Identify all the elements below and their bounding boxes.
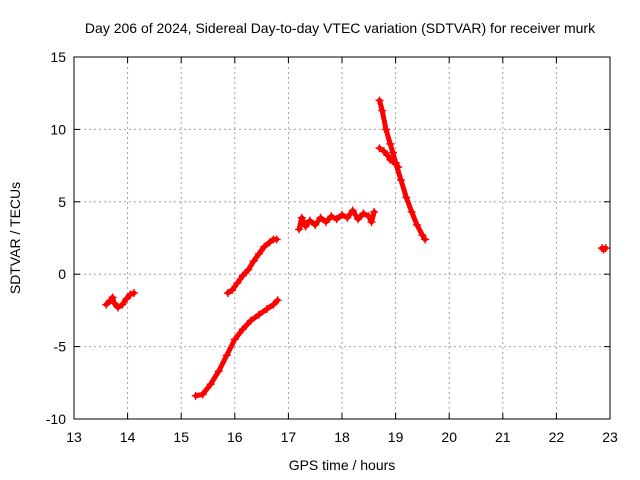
data-point (191, 391, 200, 400)
x-tick-label: 18 (334, 429, 350, 445)
data-point (301, 222, 310, 231)
y-tick-label: -10 (46, 411, 66, 427)
chart-ticks: 13 14 15 16 17 18 19 20 21 22 23 -10 -5 0 5 10 15 (46, 49, 618, 445)
data-point (354, 215, 363, 224)
y-tick-label: 10 (50, 121, 66, 137)
data-point (601, 244, 610, 253)
data-point (375, 96, 384, 105)
series-arc-1 (102, 289, 139, 312)
x-tick-label: 13 (66, 429, 82, 445)
data-point (244, 265, 253, 274)
plot-frame (73, 56, 611, 420)
data-point (254, 310, 263, 319)
data-point (246, 316, 255, 325)
data-point (407, 207, 416, 216)
data-point (359, 209, 368, 218)
y-tick-label: 0 (58, 266, 66, 282)
data-point (269, 300, 278, 309)
data-point (332, 215, 341, 224)
data-point (254, 249, 263, 258)
data-point (381, 125, 390, 134)
data-point (388, 148, 397, 157)
data-point (327, 212, 336, 221)
data-point (379, 147, 388, 156)
data-point (273, 296, 282, 305)
data-point (206, 380, 215, 389)
x-tick-label: 19 (388, 429, 404, 445)
data-point (386, 139, 395, 148)
data-point (118, 300, 127, 309)
data-point (222, 351, 231, 360)
series-arc-2 (191, 296, 282, 400)
data-point (321, 218, 330, 227)
data-point (418, 231, 427, 240)
x-tick-label: 21 (495, 429, 511, 445)
data-point (367, 218, 376, 227)
data-point (370, 207, 379, 216)
x-tick-label: 16 (227, 429, 243, 445)
x-tick-label: 22 (549, 429, 565, 445)
data-point (223, 289, 232, 298)
y-tick-label: 15 (50, 49, 66, 65)
series-arc-6 (375, 144, 403, 172)
chart-grid (74, 57, 610, 419)
data-point (421, 235, 430, 244)
data-point (108, 293, 117, 302)
data-point (402, 193, 411, 202)
data-point (383, 151, 392, 160)
x-tick-label: 20 (441, 429, 457, 445)
x-tick-label: 23 (602, 429, 618, 445)
data-point (230, 335, 239, 344)
data-point (305, 216, 314, 225)
data-point (130, 289, 139, 298)
data-point (233, 278, 242, 287)
data-point (413, 220, 422, 229)
data-point (198, 390, 207, 399)
data-point (102, 300, 111, 309)
data-point (249, 257, 258, 266)
series-trace (377, 97, 428, 242)
data-point (272, 235, 281, 244)
data-point (228, 286, 237, 295)
data-point (348, 206, 357, 215)
data-point (110, 299, 119, 308)
data-point (113, 303, 122, 312)
data-point (238, 325, 247, 334)
data-point (238, 271, 247, 280)
chart-title: Day 206 of 2024, Sidereal Day-to-day VTE… (85, 20, 596, 36)
data-point (297, 213, 306, 222)
series-arc-3 (223, 235, 281, 298)
chart-points (102, 96, 610, 400)
y-tick-label: -5 (54, 339, 67, 355)
data-point (394, 163, 403, 172)
data-point (338, 210, 346, 219)
data-point (364, 212, 373, 221)
x-tick-label: 14 (120, 429, 136, 445)
data-point (311, 220, 320, 229)
data-point (122, 294, 131, 303)
data-point (316, 213, 325, 222)
data-point (262, 304, 271, 313)
y-tick-label: 5 (58, 194, 66, 210)
series-arc-4 (295, 206, 379, 234)
data-point (214, 367, 223, 376)
data-point (295, 225, 304, 234)
data-point (375, 144, 384, 153)
y-axis-label: SDTVAR / TECUs (7, 182, 23, 294)
series-arc-7 (597, 244, 610, 254)
series-arc-5 (375, 96, 430, 244)
x-axis-label: GPS time / hours (289, 457, 396, 473)
data-point (343, 213, 352, 222)
series-trace (193, 297, 281, 399)
data-point (126, 290, 135, 299)
x-tick-label: 15 (173, 429, 189, 445)
x-tick-label: 17 (281, 429, 297, 445)
data-point (396, 176, 405, 185)
data-point (378, 106, 387, 115)
data-point (260, 242, 269, 251)
